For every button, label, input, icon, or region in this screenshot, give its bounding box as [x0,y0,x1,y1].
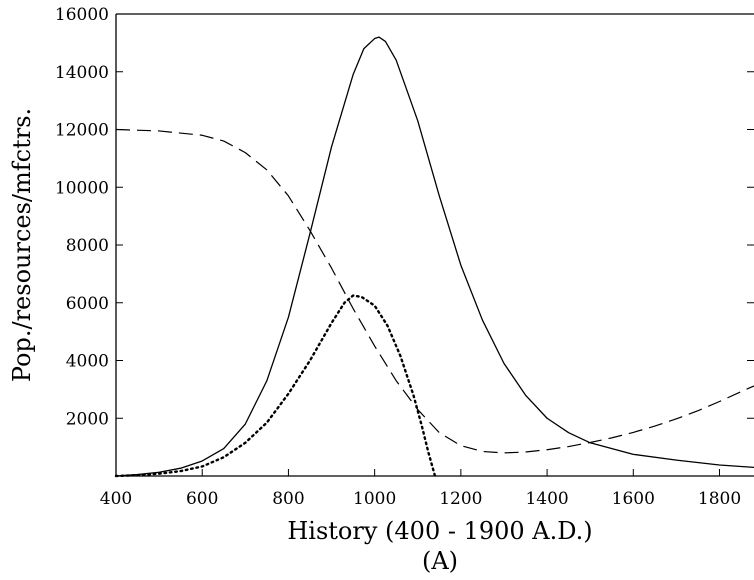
y-tick-label: 6000 [66,294,109,314]
y-tick-label: 2000 [66,409,109,429]
y-axis-title: Pop./resources/mfctrs. [8,108,36,382]
chart-caption: (A) [422,547,458,575]
x-ticks: 400 600 800 1000 1200 1400 1600 1800 [100,469,741,509]
y-tick-label: 8000 [66,236,109,256]
y-tick-label: 16000 [55,5,109,25]
series-line-dotted [114,294,437,478]
series-layer [114,36,754,478]
x-axis-title: History (400 - 1900 A.D.) [287,517,592,545]
series-line-solid [115,36,754,477]
series-line-dashed [115,128,754,454]
plot-frame [115,13,754,477]
y-tick-label: 10000 [55,178,109,198]
x-tick-label: 1800 [698,489,741,509]
x-tick-label: 1000 [353,489,396,509]
x-tick-label: 1600 [612,489,655,509]
x-tick-label: 1400 [525,489,568,509]
x-tick-label: 800 [272,489,304,509]
x-tick-label: 400 [100,489,132,509]
y-tick-label: 14000 [55,63,109,83]
x-tick-label: 600 [186,489,218,509]
y-ticks: 2000 4000 6000 8000 10000 12000 14000 16000 [55,5,754,429]
y-tick-label: 4000 [66,352,109,372]
y-tick-label: 12000 [55,121,109,141]
x-tick-label: 1200 [439,489,482,509]
